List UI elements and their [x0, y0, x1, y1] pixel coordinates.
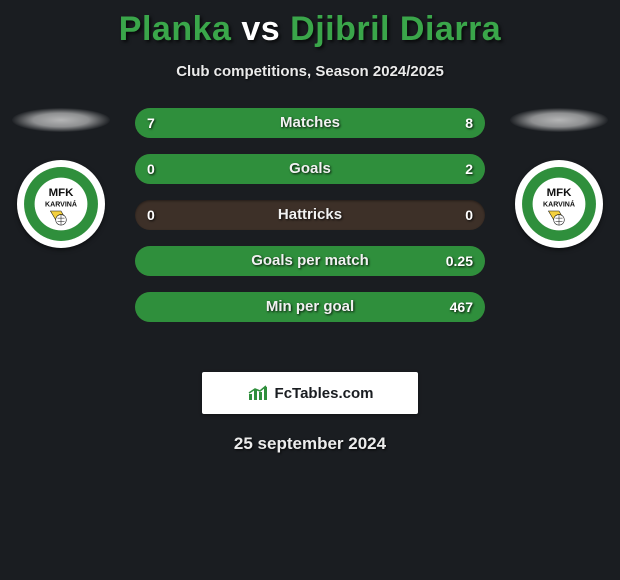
- svg-text:KARVINÁ: KARVINÁ: [45, 200, 77, 209]
- vs-word: vs: [241, 10, 280, 48]
- stat-bar-label: Goals per match: [135, 246, 485, 276]
- player1-crest: MFK KARVINÁ: [17, 160, 105, 248]
- player2-shadow: [510, 108, 608, 132]
- stat-bar-label: Goals: [135, 154, 485, 184]
- stat-left-value: 0: [147, 200, 155, 230]
- player1-shadow: [12, 108, 110, 132]
- stat-right-value: 0.25: [446, 246, 473, 276]
- svg-text:MFK: MFK: [49, 187, 75, 199]
- player1-name: Planka: [119, 10, 232, 48]
- brand-text: FcTables.com: [275, 385, 374, 402]
- stat-left-value: 7: [147, 108, 155, 138]
- comparison-stage: MFK KARVINÁ MFK KARVINÁ Matches78Goals02…: [0, 108, 620, 348]
- player2-crest: MFK KARVINÁ: [515, 160, 603, 248]
- stat-bar: Goals per match0.25: [135, 246, 485, 276]
- subtitle: Club competitions, Season 2024/2025: [0, 63, 620, 80]
- stat-right-value: 8: [465, 108, 473, 138]
- stats-bars: Matches78Goals02Hattricks00Goals per mat…: [135, 108, 485, 322]
- brand-badge: FcTables.com: [202, 372, 418, 414]
- date-label: 25 september 2024: [0, 434, 620, 454]
- stat-bar: Min per goal467: [135, 292, 485, 322]
- svg-text:MFK: MFK: [547, 187, 573, 199]
- stat-bar: Hattricks0 0: [135, 200, 485, 230]
- comparison-title: Planka vs Djibril Diarra: [0, 0, 620, 49]
- player1-avatar: MFK KARVINÁ: [6, 108, 116, 248]
- brand-chart-icon: [247, 384, 269, 402]
- svg-text:KARVINÁ: KARVINÁ: [543, 200, 575, 209]
- stat-left-value: 0: [147, 154, 155, 184]
- stat-right-value: 2: [465, 154, 473, 184]
- stat-right-value: 467: [450, 292, 473, 322]
- stat-bar-label: Hattricks: [135, 200, 485, 230]
- stat-bar: Goals0 2: [135, 154, 485, 184]
- stat-right-value: 0: [465, 200, 473, 230]
- player2-name: Djibril Diarra: [290, 10, 501, 48]
- stat-bar: Matches7 8: [135, 108, 485, 138]
- player2-avatar: MFK KARVINÁ: [504, 108, 614, 248]
- stat-bar-label: Min per goal: [135, 292, 485, 322]
- stat-bar-label: Matches: [135, 108, 485, 138]
